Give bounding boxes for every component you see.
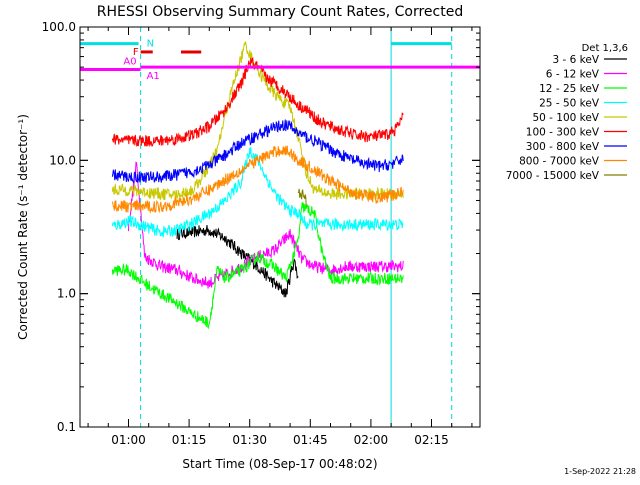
legend-entry-label: 100 - 300 keV [526, 127, 600, 139]
x-axis-label: Start Time (08-Sep-17 00:48:02) [182, 457, 377, 471]
status-label-n: N [147, 39, 154, 50]
y-tick-label: 10.0 [49, 153, 76, 167]
series-line-8 [297, 188, 307, 207]
y-axis: 0.1 1.0 10.0 100.0 [42, 20, 480, 434]
x-tick-label: 01:00 [111, 433, 146, 447]
chart-title: RHESSI Observing Summary Count Rates, Co… [97, 4, 463, 20]
y-axis-label: Corrected Count Rate (s⁻¹ detector⁻¹) [16, 114, 30, 340]
x-tick-label: 02:15 [414, 433, 449, 447]
legend-entry-label: 300 - 800 keV [526, 141, 600, 153]
series-line-7 [111, 145, 404, 214]
plot-frame [79, 26, 481, 428]
legend-entry-label: 6 - 12 keV [546, 69, 600, 81]
y-tick-label: 100.0 [42, 20, 76, 34]
legend-entry-label: 3 - 6 keV [552, 54, 599, 66]
status-label-f: F [133, 47, 139, 58]
series-line-6 [111, 119, 404, 184]
series-line-2 [111, 202, 404, 330]
x-tick-label: 02:00 [354, 433, 389, 447]
legend-entry-label: 50 - 100 keV [532, 112, 599, 124]
status-label-a1: A1 [147, 71, 160, 82]
legend-entry-label: 12 - 25 keV [539, 83, 600, 95]
legend-entry-label: 25 - 50 keV [539, 98, 600, 110]
legend-entry-label: 7000 - 15000 keV [506, 170, 600, 182]
x-axis: 01:00 01:15 01:30 01:45 02:00 02:15 [87, 27, 473, 447]
timestamp: 1-Sep-2022 21:28 [564, 467, 636, 476]
series-line-0 [176, 224, 299, 298]
x-tick-label: 01:45 [293, 433, 328, 447]
y-tick-label: 1.0 [57, 287, 76, 301]
legend: Det 1,3,6 3 - 6 keV 6 - 12 keV 12 - 25 keV… [506, 43, 628, 182]
series-line-5 [111, 56, 404, 148]
legend-entry-label: 800 - 7000 keV [519, 156, 600, 168]
x-tick-label: 01:15 [172, 433, 207, 447]
status-label-a0: A0 [123, 57, 136, 68]
x-tick-label: 01:30 [232, 433, 267, 447]
y-tick-label: 0.1 [57, 420, 76, 434]
legend-title: Det 1,3,6 [582, 43, 628, 54]
series-line-1 [127, 161, 404, 289]
